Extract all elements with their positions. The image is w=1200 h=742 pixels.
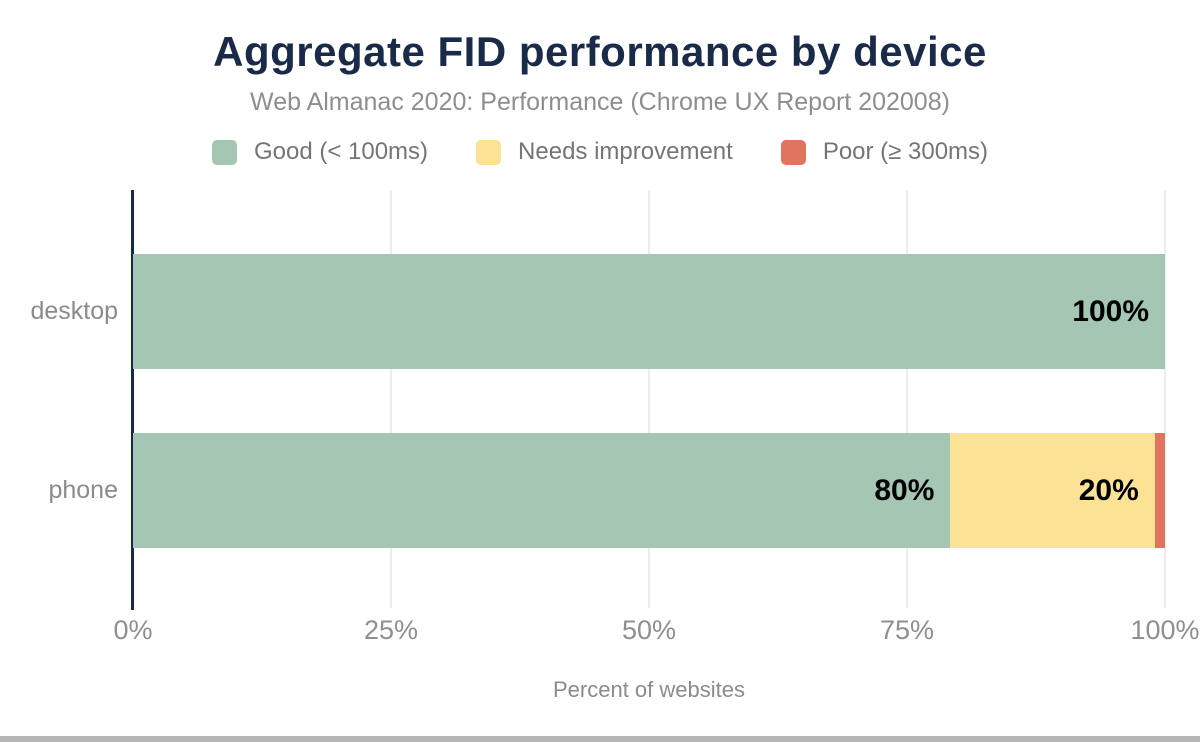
bar-segment-desktop-1: 100% xyxy=(133,254,1165,369)
x-tick-label: 100% xyxy=(1130,615,1200,645)
gridline-75% xyxy=(906,190,908,608)
chart-title: Aggregate FID performance by device xyxy=(213,28,987,75)
bar-segment-phone-1: 80% xyxy=(133,433,951,548)
bar-value-label: 80% xyxy=(874,473,935,507)
legend-swatch-icon xyxy=(476,139,502,165)
legend: Good (< 100ms) Needs improvement Poor (≥ 3… xyxy=(0,138,1200,166)
bar-segment-phone-2: 20% xyxy=(950,433,1155,548)
legend-swatch-icon xyxy=(211,139,237,165)
gridline-50% xyxy=(648,190,650,608)
x-tick-label: 0% xyxy=(113,615,153,645)
legend-item-3: Poor (≥ 300ms) xyxy=(780,138,989,166)
legend-swatch-icon xyxy=(780,139,806,165)
x-axis-title: Percent of websites xyxy=(553,677,745,702)
y-category-label-phone: phone xyxy=(48,475,118,504)
legend-label: Good (< 100ms) xyxy=(253,138,429,165)
y-axis-line xyxy=(131,190,134,610)
bar-row-desktop: 100% xyxy=(133,254,1165,369)
y-category-label-desktop: desktop xyxy=(30,296,118,325)
legend-item-1: Good (< 100ms) xyxy=(211,138,429,166)
x-tick-label: 50% xyxy=(621,615,677,645)
bar-value-label: 20% xyxy=(1078,473,1139,507)
bar-row-phone: 80% 20% xyxy=(133,433,1165,548)
chart-subtitle: Web Almanac 2020: Performance (Chrome UX… xyxy=(250,88,950,116)
bar-value-label: 100% xyxy=(1072,294,1149,328)
x-tick-label: 75% xyxy=(879,615,935,645)
legend-label: Needs improvement xyxy=(518,138,733,165)
gridline-25% xyxy=(390,190,392,608)
horizontal-scrollbar[interactable] xyxy=(0,736,1200,742)
bar-segment-phone-3 xyxy=(1154,433,1165,548)
legend-label: Poor (≥ 300ms) xyxy=(822,138,989,165)
x-tick-label: 25% xyxy=(363,615,419,645)
gridline-100% xyxy=(1164,190,1166,608)
legend-item-2: Needs improvement xyxy=(476,138,733,166)
